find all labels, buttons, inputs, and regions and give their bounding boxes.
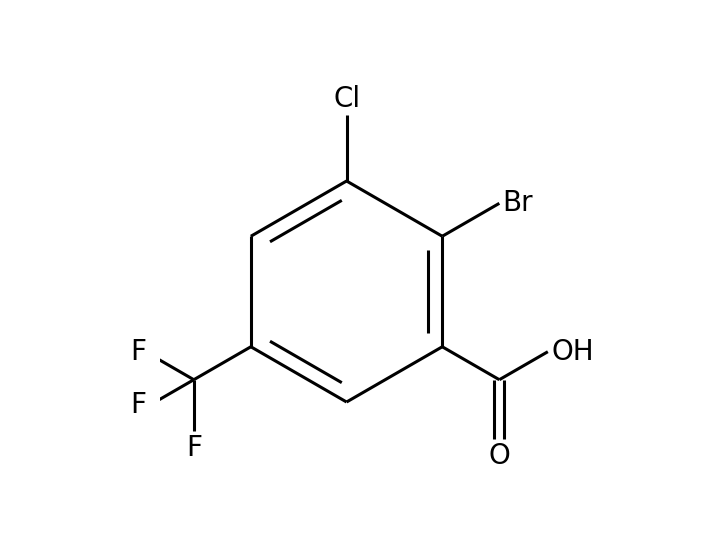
Text: F: F [130, 338, 146, 366]
Text: F: F [130, 391, 146, 419]
Text: Br: Br [502, 189, 534, 217]
Text: Cl: Cl [333, 85, 360, 113]
Text: OH: OH [551, 338, 594, 366]
Text: O: O [489, 442, 510, 470]
Text: F: F [186, 434, 202, 462]
